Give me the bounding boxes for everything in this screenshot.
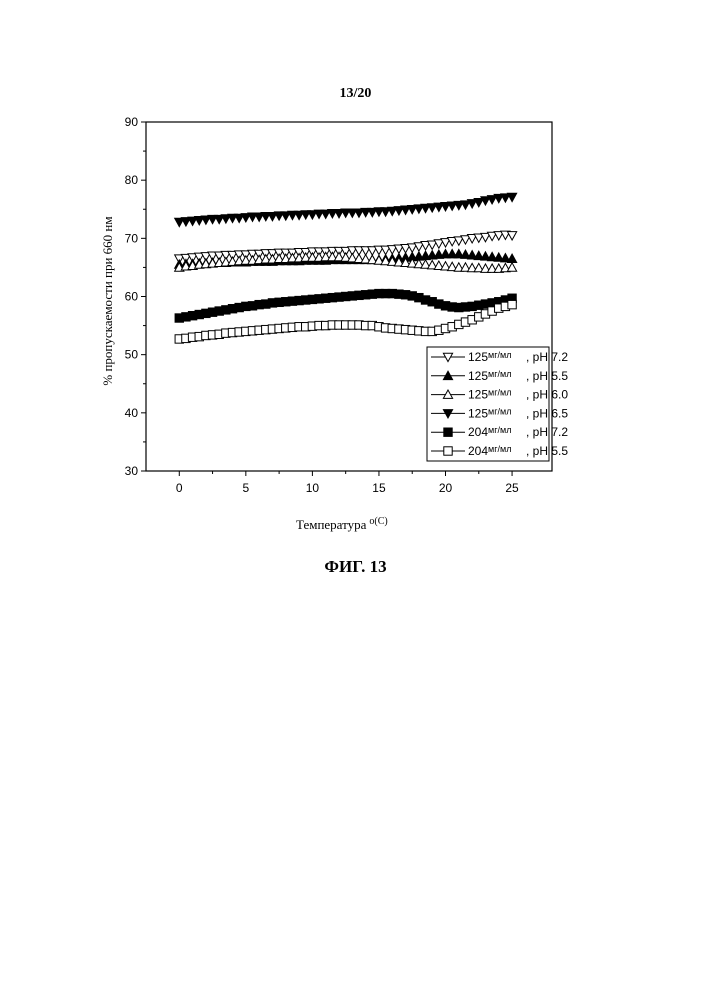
legend-marker (444, 428, 452, 436)
x-tick-label: 15 (372, 481, 386, 495)
legend-unit: мг/мл (488, 444, 511, 454)
chart-legend: 125мг/мл, pH 7.2125мг/мл, pH 5.5125мг/мл… (427, 347, 568, 461)
series-layer (175, 193, 517, 343)
x-axis-title-text: Температура (296, 517, 367, 532)
x-axis-title: Температураo(C) (296, 516, 388, 532)
y-tick-label: 30 (125, 464, 139, 478)
x-tick-label: 20 (439, 481, 453, 495)
y-tick-label: 80 (125, 173, 139, 187)
y-tick-label: 90 (125, 115, 139, 129)
series-4 (175, 193, 517, 226)
transmittance-chart: 30 40 50 60 70 80 90 0 5 10 15 20 25 % пропускаемост… (0, 0, 711, 560)
data-point (507, 193, 516, 201)
x-tick-label: 10 (306, 481, 320, 495)
legend-concentration: 204 (468, 444, 488, 458)
legend-ph: , pH 6.0 (526, 388, 568, 402)
legend-ph: , pH 7.2 (526, 350, 568, 364)
legend-concentration: 125 (468, 350, 488, 364)
legend-ph: , pH 7.2 (526, 425, 568, 439)
legend-ph: , pH 6.5 (526, 406, 568, 420)
y-axis-title-group: % пропускаемости при 660 нм (100, 216, 115, 385)
data-point (507, 232, 516, 240)
legend-unit: мг/мл (488, 369, 511, 379)
figure-caption: ФИГ. 13 (0, 557, 711, 577)
legend-unit: мг/мл (488, 388, 511, 398)
legend-unit: мг/мл (488, 406, 511, 416)
x-tick-label: 0 (176, 481, 183, 495)
legend-concentration: 125 (468, 369, 488, 383)
data-point (508, 300, 516, 308)
x-axis-unit-superscript: o(C) (369, 516, 387, 527)
legend-ph: , pH 5.5 (526, 444, 568, 458)
legend-concentration: 125 (468, 406, 488, 420)
legend-marker (444, 447, 452, 455)
series-5 (175, 289, 516, 322)
legend-concentration: 125 (468, 388, 488, 402)
legend-concentration: 204 (468, 425, 488, 439)
y-axis-title: % пропускаемости при 660 нм (100, 216, 115, 385)
data-point (507, 254, 516, 262)
legend-ph: , pH 5.5 (526, 369, 568, 383)
y-tick-label: 70 (125, 231, 139, 245)
x-tick-label: 25 (505, 481, 519, 495)
y-tick-label: 40 (125, 406, 139, 420)
x-tick-label: 5 (242, 481, 249, 495)
data-point (507, 263, 516, 271)
legend-unit: мг/мл (488, 425, 511, 435)
y-tick-label: 60 (125, 290, 139, 304)
legend-unit: мг/мл (488, 350, 511, 360)
y-tick-label: 50 (125, 348, 139, 362)
